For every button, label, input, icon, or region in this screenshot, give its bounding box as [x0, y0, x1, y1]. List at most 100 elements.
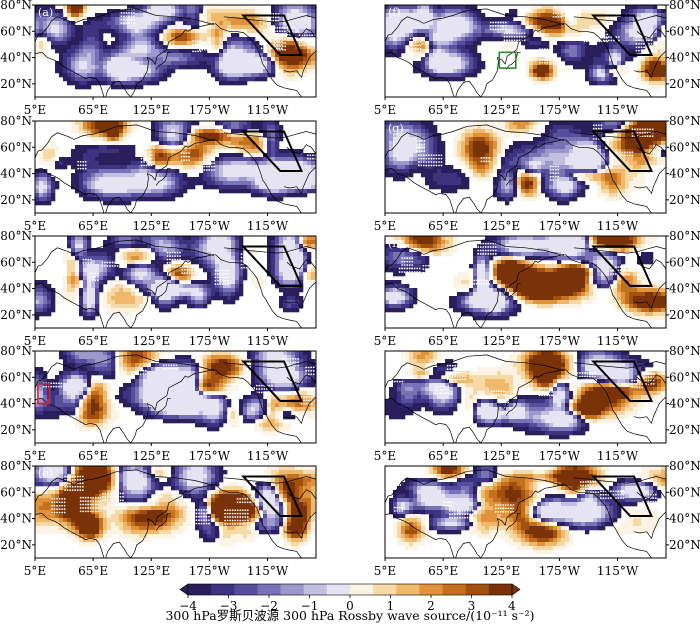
significance-dot: [278, 30, 281, 33]
field-cell: [207, 292, 212, 297]
field-cell: [47, 379, 52, 384]
field-cell: [119, 173, 124, 178]
field-cell: [103, 189, 108, 194]
field-cell: [39, 379, 44, 384]
field-cell: [123, 65, 128, 70]
field-cell: [279, 37, 284, 42]
field-cell: [227, 25, 232, 30]
field-cell: [207, 25, 212, 30]
field-cell: [155, 45, 160, 50]
field-cell: [187, 240, 192, 245]
field-cell: [175, 141, 180, 146]
field-cell: [83, 45, 88, 50]
panel-label: (c): [38, 237, 53, 250]
field-cell: [155, 395, 160, 400]
significance-dot: [260, 44, 263, 46]
field-cell: [39, 312, 44, 317]
field-cell: [267, 153, 272, 158]
field-cell: [291, 73, 296, 78]
field-cell: [103, 371, 108, 376]
field-cell: [211, 284, 216, 289]
field-cell: [123, 49, 128, 54]
field-cell: [171, 49, 176, 54]
field-cell: [235, 264, 240, 269]
field-cell: [131, 57, 136, 62]
field-cell: [211, 252, 216, 257]
field-cell: [75, 375, 80, 380]
field-cell: [127, 53, 132, 58]
field-cell: [99, 193, 104, 198]
field-cell: [79, 423, 84, 428]
field-cell: [87, 21, 92, 26]
field-cell: [215, 185, 220, 190]
field-cell: [95, 17, 100, 22]
field-cell: [183, 9, 188, 14]
significance-dot: [96, 279, 99, 282]
significance-dot: [216, 276, 219, 279]
field-cell: [95, 351, 100, 356]
field-cell: [223, 288, 228, 293]
field-cell: [183, 153, 188, 158]
field-cell: [231, 33, 236, 38]
field-cell: [203, 236, 208, 241]
field-cell: [79, 415, 84, 420]
significance-dot: [281, 26, 284, 29]
field-cell: [155, 391, 160, 396]
field-cell: [203, 248, 208, 253]
field-cell: [79, 395, 84, 400]
field-cell: [135, 304, 140, 309]
field-cell: [231, 411, 236, 416]
significance-dot: [205, 155, 208, 158]
field-cell: [75, 276, 80, 281]
field-cell: [43, 193, 48, 198]
field-cell: [155, 399, 160, 404]
significance-dot: [52, 266, 54, 269]
field-cell: [75, 121, 80, 126]
field-cell: [295, 177, 300, 182]
field-cell: [191, 411, 196, 416]
field-cell: [139, 53, 144, 58]
field-cell: [83, 419, 88, 424]
field-cell: [295, 292, 300, 297]
field-cell: [91, 45, 96, 50]
field-cell: [131, 9, 136, 14]
field-cell: [79, 73, 84, 78]
field-cell: [279, 296, 284, 301]
field-cell: [55, 69, 60, 74]
field-cell: [143, 69, 148, 74]
field-cell: [243, 272, 248, 277]
field-cell: [295, 288, 300, 293]
field-cell: [279, 236, 284, 241]
field-cell: [67, 73, 72, 78]
field-cell: [135, 367, 140, 372]
field-cell: [143, 57, 148, 62]
field-cell: [155, 240, 160, 245]
field-cell: [115, 280, 120, 285]
field-cell: [115, 304, 120, 309]
field-cell: [187, 272, 192, 277]
field-cell: [251, 355, 256, 360]
field-cell: [299, 268, 304, 273]
field-cell: [147, 379, 152, 384]
field-cell: [231, 272, 236, 277]
field-cell: [99, 165, 104, 170]
field-cell: [247, 9, 252, 14]
lon-tick-label: 175°W: [189, 219, 231, 233]
significance-dot: [240, 253, 243, 255]
field-cell: [311, 65, 316, 70]
field-cell: [287, 415, 292, 420]
field-cell: [179, 415, 184, 420]
field-cell: [235, 375, 240, 380]
field-cell: [151, 133, 156, 138]
significance-dot: [91, 279, 94, 282]
field-cell: [127, 61, 132, 66]
field-cell: [307, 351, 312, 356]
field-cell: [99, 33, 104, 38]
significance-dot: [273, 30, 276, 33]
field-cell: [103, 351, 108, 356]
field-cell: [95, 248, 100, 253]
field-cell: [303, 177, 308, 182]
field-cell: [255, 379, 260, 384]
field-cell: [187, 252, 192, 257]
field-cell: [63, 276, 68, 281]
